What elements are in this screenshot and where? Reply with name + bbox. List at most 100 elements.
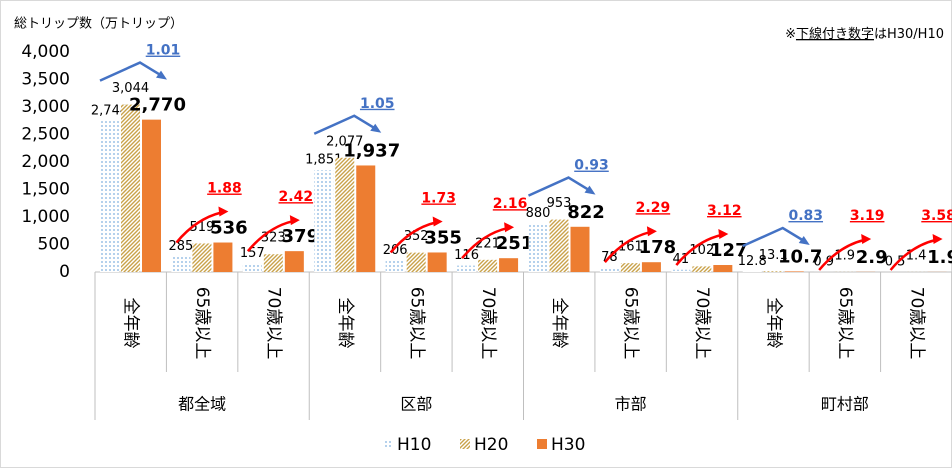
y-tick-label: 1,500	[21, 180, 70, 200]
bar	[742, 271, 762, 272]
bar	[570, 226, 590, 272]
data-label: 953	[547, 196, 572, 211]
ratio-arrowhead	[646, 226, 657, 237]
ratio-label: 2.29	[636, 200, 671, 216]
ratio-arrow	[742, 226, 807, 248]
y-tick-label: 3,000	[21, 97, 70, 117]
legend-label: H30	[551, 435, 585, 455]
data-label: 880	[526, 206, 551, 221]
data-label: 355	[424, 227, 462, 248]
x-tick-label: 70歳以上	[478, 287, 498, 360]
note-suffix: はH30/H10	[874, 27, 944, 42]
x-tick-label: 65歳以上	[835, 287, 855, 360]
group-label: 区部	[400, 395, 432, 414]
bar	[242, 263, 262, 272]
legend-swatch	[383, 439, 393, 449]
ratio-arrowhead	[798, 236, 810, 245]
bar	[692, 266, 712, 272]
ratio-arrow	[603, 230, 651, 264]
data-label: 3,044	[112, 81, 149, 96]
data-label: 206	[383, 243, 408, 258]
legend-label: H20	[474, 435, 508, 455]
bar	[142, 119, 161, 273]
ratio-arrow	[389, 221, 436, 254]
group-label: 町村部	[821, 395, 869, 414]
ratio-label: 3.12	[707, 203, 742, 219]
y-tick-label: 0	[59, 262, 70, 282]
bar	[121, 104, 140, 272]
data-label: 116	[454, 248, 479, 263]
bar	[599, 267, 619, 272]
bar	[784, 271, 804, 272]
data-label: 157	[240, 246, 265, 261]
ratio-arrowhead	[156, 70, 167, 80]
data-label: 285	[169, 239, 194, 254]
bar	[356, 165, 376, 272]
bar	[620, 263, 640, 272]
ratio-arrow	[818, 238, 865, 271]
ratio-arrowhead	[584, 185, 596, 195]
ratio-label: 1.73	[421, 190, 456, 206]
ratio-label: 0.83	[788, 208, 823, 224]
bar	[499, 258, 519, 272]
group-label: 都全域	[178, 395, 226, 414]
data-label: 2.9	[856, 247, 888, 268]
data-label: 1.4	[906, 248, 927, 263]
ratio-label: 2.16	[493, 196, 528, 212]
data-label: 1.9	[834, 248, 855, 263]
bar	[213, 242, 233, 272]
bar	[100, 121, 119, 272]
data-label: 12.8	[738, 254, 767, 269]
ratio-arrow	[175, 211, 222, 244]
bar	[713, 265, 733, 272]
y-tick-label: 1,000	[21, 207, 70, 227]
group-label: 市部	[615, 395, 647, 414]
ratio-arrowhead	[218, 206, 229, 217]
legend-label: H10	[397, 435, 431, 455]
ratio-label: 1.88	[207, 181, 242, 197]
y-tick-label: 2,000	[21, 152, 70, 172]
bar	[314, 170, 334, 272]
x-tick-label: 65歳以上	[406, 287, 426, 360]
note: ※下線付き数字はH30/H10	[785, 26, 944, 42]
data-label: 2,770	[129, 95, 186, 116]
x-tick-label: 70歳以上	[264, 287, 284, 360]
x-tick-label: 70歳以上	[692, 287, 712, 360]
legend-swatch	[537, 439, 547, 449]
ratio-arrowhead	[432, 216, 443, 227]
bar	[427, 252, 447, 272]
ratio-arrow	[889, 238, 936, 271]
ratio-arrow	[527, 176, 593, 197]
data-label: 178	[639, 237, 677, 258]
bar	[763, 271, 783, 272]
legend-swatch	[460, 439, 470, 449]
bar	[406, 252, 426, 272]
data-label: 1,937	[343, 140, 400, 161]
data-label: 13.1	[759, 248, 788, 263]
ratio-arrow	[313, 114, 378, 135]
data-label: 536	[210, 218, 248, 239]
y-tick-label: 3,500	[21, 70, 70, 90]
data-label: 127	[710, 240, 748, 261]
data-label: 822	[567, 202, 605, 223]
ratio-label: 0.93	[574, 158, 609, 174]
ratio-label: 3.58	[921, 208, 952, 224]
y-tick-label: 4,000	[21, 42, 70, 62]
bar	[192, 243, 212, 272]
note-prefix: ※	[785, 27, 796, 42]
ratio-arrow	[675, 233, 722, 266]
ratio-label: 2.42	[279, 189, 314, 205]
bar	[549, 219, 569, 272]
data-label: 251	[496, 233, 534, 254]
bar	[335, 157, 355, 272]
ratio-arrow	[461, 226, 508, 259]
bar	[284, 251, 304, 272]
bar	[478, 259, 498, 272]
data-label: 10.7	[778, 246, 822, 267]
ratio-arrowhead	[861, 234, 872, 244]
ratio-label: 1.01	[146, 43, 181, 59]
bar	[263, 254, 283, 272]
data-label: 1,851	[305, 153, 342, 168]
x-tick-label: 全年齢	[549, 298, 569, 349]
